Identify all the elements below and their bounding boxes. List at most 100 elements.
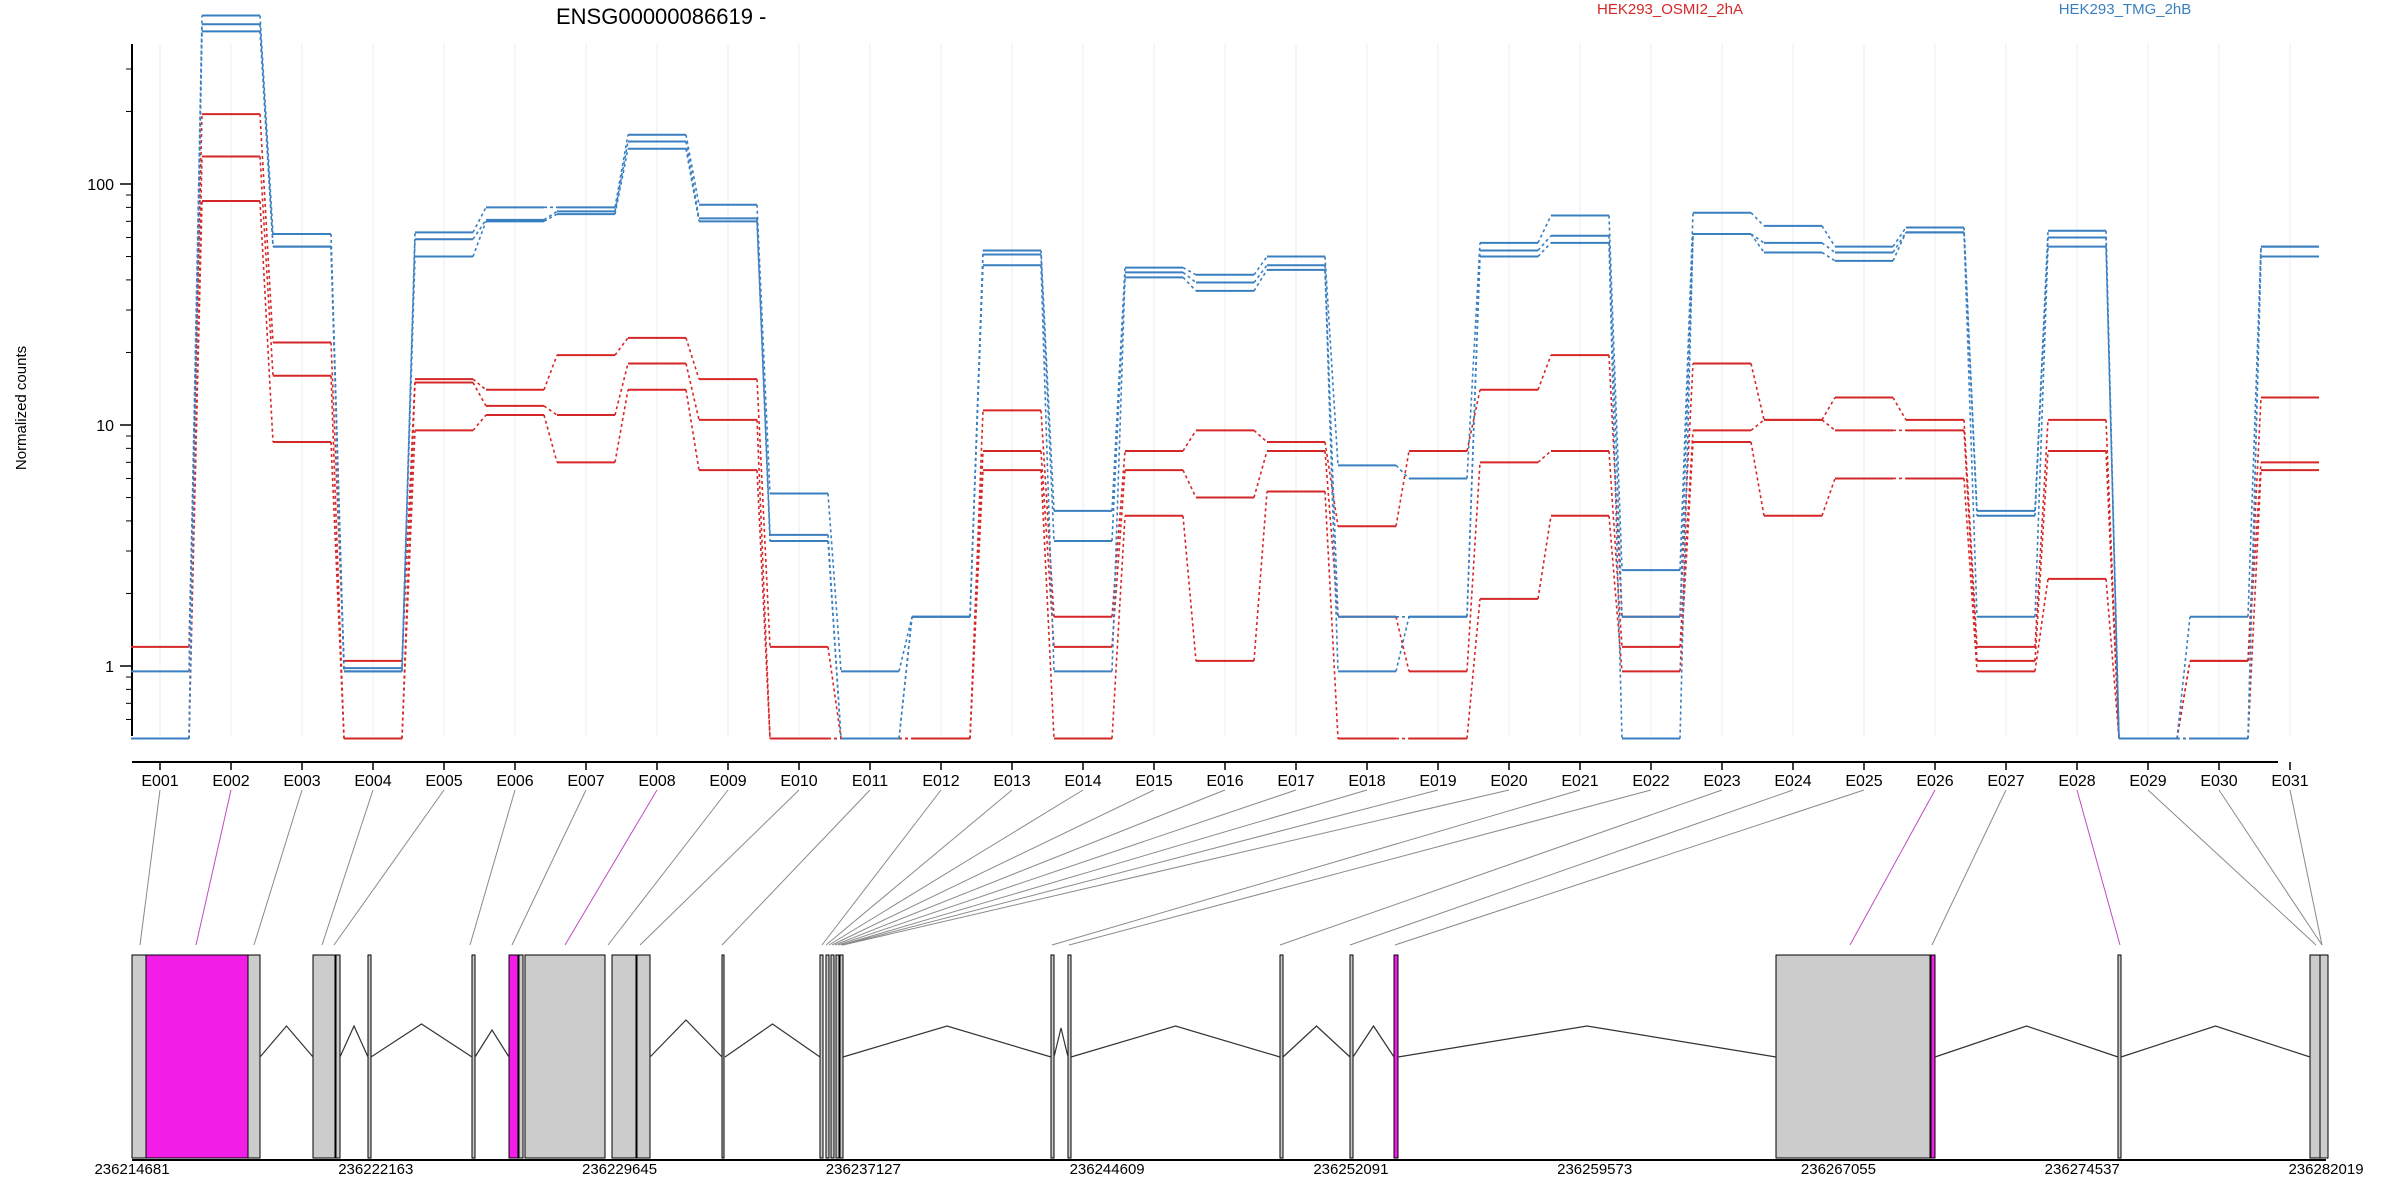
exon-block-12	[636, 954, 651, 1159]
connector-e021	[1051, 789, 1581, 946]
series-4-link-e008	[685, 134, 700, 205]
x-tick-label-e022: E022	[1632, 773, 1669, 790]
connector-e016	[834, 789, 1226, 946]
connector-e023	[1279, 789, 1723, 946]
series-4-link-e023	[1750, 212, 1765, 227]
connector-e024	[1349, 789, 1794, 946]
series-3-link-e024	[1821, 478, 1836, 517]
series-1-link-e018	[1395, 450, 1410, 527]
series-5-link-e006	[543, 210, 558, 221]
x-tick-label-e005: E005	[425, 773, 462, 790]
x-tick-label-e026: E026	[1916, 773, 1953, 790]
coordinate-label: 236267055	[1801, 1161, 1876, 1178]
series-6-link-e022	[1679, 234, 1694, 739]
exon-block-5	[335, 954, 341, 1159]
series-2-link-e016	[1253, 450, 1268, 498]
coordinate-label: 236244609	[1070, 1161, 1145, 1178]
exon-block-8	[508, 954, 519, 1159]
series-3-link-e008	[685, 389, 700, 471]
x-tick-label-e028: E028	[2058, 773, 2095, 790]
series-3-link-e028	[2105, 578, 2120, 739]
x-tick-label-e030: E030	[2200, 773, 2237, 790]
coordinate-label: 236274537	[2045, 1161, 2120, 1178]
exon-block-14	[819, 954, 824, 1159]
exon-block-23	[1393, 954, 1399, 1159]
series-1-link-e021	[1608, 355, 1623, 617]
intron-3	[370, 1023, 473, 1058]
series-1-link-e024	[1821, 397, 1836, 421]
series-1-link-e008	[685, 337, 700, 380]
series-6-link-e028	[2105, 246, 2120, 739]
series-1-link-e010	[827, 646, 842, 739]
connector-e005	[333, 789, 445, 946]
exon-block-22	[1349, 954, 1354, 1159]
legend: HEK293_OSMI2_2hA HEK293_TMG_2hB	[1597, 1, 2191, 18]
series-2-link-e027	[2034, 450, 2049, 661]
connector-e010	[639, 789, 800, 946]
exon-block-9	[518, 954, 524, 1159]
intron-10	[1282, 1025, 1351, 1058]
series-1-link-e014	[1111, 450, 1126, 617]
series-6-link-e025	[1892, 232, 1907, 262]
x-tick-label-e019: E019	[1419, 773, 1456, 790]
exon-block-6	[367, 954, 372, 1159]
series-3-link-e015	[1182, 515, 1197, 661]
x-tick-label-e023: E023	[1703, 773, 1740, 790]
series-4-link-e014	[1111, 267, 1126, 511]
series-4-link-e029	[2176, 616, 2191, 739]
series-2-link-e015	[1182, 469, 1197, 498]
series-5-link-e027	[2034, 237, 2049, 516]
intron-1	[259, 1025, 314, 1058]
series-1-link-e009	[756, 379, 771, 647]
exon-block-27	[2309, 954, 2321, 1159]
coordinate-label: 236237127	[826, 1161, 901, 1178]
series-6-link-e026	[1963, 232, 1978, 617]
series-4-link-e017	[1324, 256, 1339, 466]
exon-block-1	[131, 954, 147, 1159]
series-6-link-e009	[756, 221, 771, 542]
x-tick-label-e017: E017	[1277, 773, 1314, 790]
series-6-link-e030	[2247, 256, 2262, 739]
series-4-link-e018	[1395, 464, 1410, 480]
series-4-link-e015	[1182, 266, 1197, 276]
series-2-link-e023	[1750, 419, 1765, 431]
series-2-link-e019	[1466, 462, 1481, 672]
x-tick-label-e012: E012	[922, 773, 959, 790]
series-1-link-e017	[1324, 441, 1339, 527]
series-1-link-e020	[1537, 354, 1552, 391]
x-tick-label-e001: E001	[141, 773, 178, 790]
series-1-link-e016	[1253, 429, 1268, 443]
series-6-link-e017	[1324, 269, 1339, 672]
x-tick-label-e024: E024	[1774, 773, 1811, 790]
series-5-link-e026	[1963, 232, 1978, 516]
connector-e001	[139, 789, 161, 946]
x-tick-label-e008: E008	[638, 773, 675, 790]
series-4-link-e004	[401, 232, 416, 669]
coordinate-label: 236229645	[582, 1161, 657, 1178]
series-3-link-e022	[1679, 441, 1694, 672]
connector-e030	[2218, 789, 2323, 946]
exon-block-21	[1279, 954, 1284, 1159]
exon-block-15	[825, 954, 830, 1159]
series-3-link-e007	[614, 389, 629, 463]
series-3-link-e026	[1963, 478, 1978, 672]
connector-e013	[825, 789, 1013, 946]
legend-entry-a: HEK293_OSMI2_2hA	[1597, 1, 1743, 18]
series-5-link-e005	[472, 219, 487, 240]
x-tick-label-e009: E009	[709, 773, 746, 790]
x-tick-label-e002: E002	[212, 773, 249, 790]
x-tick-label-e025: E025	[1845, 773, 1882, 790]
intron-12	[1397, 1025, 1777, 1058]
connector-e007	[511, 789, 587, 946]
connector-e020	[842, 789, 1510, 946]
series-1-link-e015	[1182, 429, 1197, 452]
series-6-link-e011	[898, 616, 913, 739]
series-4-link-e021	[1608, 215, 1623, 571]
x-tick-label-e004: E004	[354, 773, 391, 790]
connector-e017	[837, 789, 1297, 946]
series-2-link-e006	[543, 405, 558, 416]
series-6-group-b	[131, 30, 2319, 740]
connector-e027	[1931, 789, 2007, 946]
series-3-link-e005	[472, 414, 487, 431]
